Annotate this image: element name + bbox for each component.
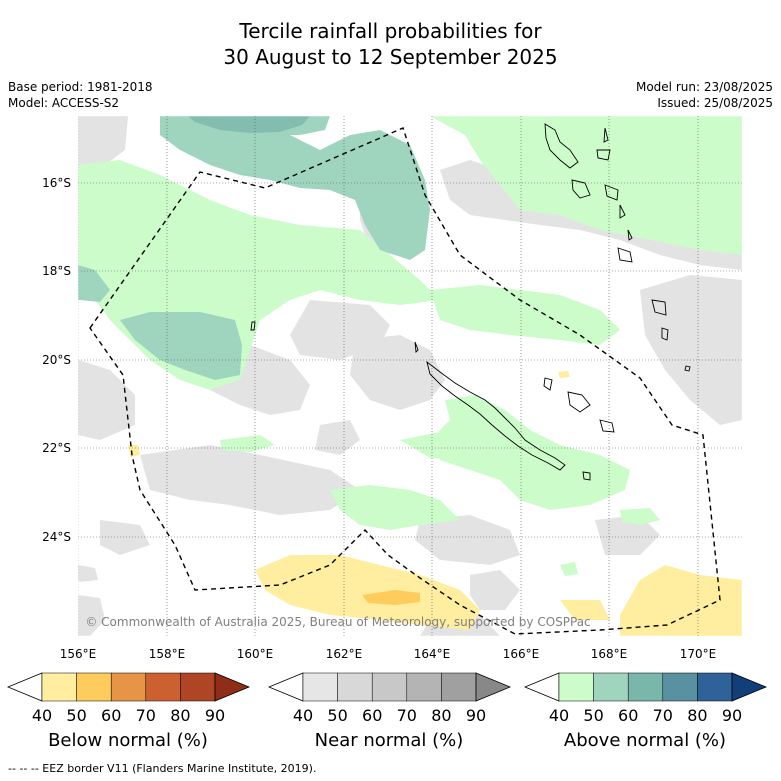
colorbar-tick-label: 60 [362, 706, 382, 725]
colorbar-segment [302, 672, 338, 702]
colorbar-segment [371, 672, 408, 702]
model-run: Model run: 23/08/2025 [635, 80, 773, 94]
map-title: Tercile rainfall probabilities for 30 Au… [0, 18, 781, 70]
colorbar-extend-low [267, 672, 304, 702]
issued-date: Issued: 25/08/2025 [657, 96, 773, 110]
map-frame [77, 115, 743, 637]
lon-label: 164°E [414, 647, 451, 661]
colorbar-tick-label: 70 [653, 706, 673, 725]
colorbar-segment [406, 672, 442, 702]
colorbar-segment [41, 672, 77, 702]
lon-labels: 156°E 158°E 160°E 162°E 164°E 166°E 168°… [60, 647, 717, 661]
colorbar-segment [337, 672, 373, 702]
colorbar-tick-label: 50 [66, 706, 86, 725]
colorbar-tick-label: 50 [327, 706, 347, 725]
colorbar-segment [558, 672, 594, 702]
colorbar-tick-label: 90 [205, 706, 225, 725]
colorbar-extend-high [214, 672, 251, 702]
lat-label: 22°S [42, 441, 71, 455]
colorbar-segment [441, 672, 477, 702]
colorbar-extend-low [6, 672, 43, 702]
lon-label: 160°E [237, 647, 274, 661]
above-normal-colorbar: 40 50 60 70 80 90 [523, 672, 768, 725]
lat-label: 24°S [42, 530, 71, 544]
colorbar-tick-label: 60 [101, 706, 121, 725]
colorbars: 40 50 60 70 80 90 40 50 60 70 80 90 40 50 60 70 80 90 [6, 672, 768, 725]
colorbar-tick-label: 90 [722, 706, 742, 725]
colorbar-segment [110, 672, 147, 702]
colorbar-segment [627, 672, 664, 702]
lon-label: 168°E [591, 647, 628, 661]
colorbar-tick-label: 40 [293, 706, 313, 725]
colorbar-tick-label: 80 [431, 706, 451, 725]
colorbar-tick-label: 40 [32, 706, 52, 725]
lat-label: 18°S [42, 264, 71, 278]
model-name: Model: ACCESS-S2 [8, 96, 120, 110]
near-normal-colorbar: 40 50 60 70 80 90 [267, 672, 512, 725]
eez-footnote: -- -- -- EEZ border V11 (Flanders Marine… [8, 762, 317, 775]
colorbar-segment [76, 672, 112, 702]
new-caledonia-coast [426, 360, 566, 471]
colorbar-tick-label: 40 [549, 706, 569, 725]
colorbar-segment [697, 672, 733, 702]
coastlines [250, 123, 691, 481]
colorbar-tick-label: 60 [618, 706, 638, 725]
colorbar-segment [662, 672, 698, 702]
info-right: Model run: 23/08/2025 Issued: 25/08/2025 [636, 79, 773, 111]
colorbar-extend-high [731, 672, 768, 702]
lat-labels: 16°S 18°S 20°S 22°S 24°S [42, 176, 71, 544]
near-normal-label: Near normal (%) [314, 730, 464, 751]
colorbar-extend-high [475, 672, 512, 702]
above-normal-70-region [188, 116, 310, 133]
eez-border [89, 127, 721, 635]
colorbar-tick-label: 50 [583, 706, 603, 725]
colorbar-tick-label: 80 [170, 706, 190, 725]
vanuatu-coast [544, 123, 579, 169]
colorbar-tick-label: 90 [466, 706, 486, 725]
colorbar-segment [145, 672, 181, 702]
colorbar-segment [180, 672, 216, 702]
colorbar-tick-label: 70 [397, 706, 417, 725]
copyright-text: © Commonwealth of Australia 2025, Bureau… [85, 615, 590, 629]
base-period: Base period: 1981-2018 [8, 80, 153, 94]
lat-label: 16°S [42, 176, 71, 190]
above-normal-label: Above normal (%) [563, 730, 727, 751]
lat-label: 20°S [42, 353, 71, 367]
lon-label: 166°E [503, 647, 540, 661]
lon-label: 158°E [149, 647, 186, 661]
title-line-1: Tercile rainfall probabilities for [239, 19, 542, 43]
colorbar-tick-label: 70 [136, 706, 156, 725]
lon-label: 156°E [60, 647, 97, 661]
map-area: © Commonwealth of Australia 2025, Bureau… [78, 116, 742, 636]
title-line-2: 30 August to 12 September 2025 [223, 45, 558, 69]
below-normal-label: Below normal (%) [48, 730, 208, 751]
info-left: Base period: 1981-2018 Model: ACCESS-S2 [8, 79, 153, 111]
lon-label: 162°E [326, 647, 363, 661]
loyalty-islands-coast [543, 377, 553, 391]
colorbar-segment [593, 672, 629, 702]
colorbar-tick-label: 80 [687, 706, 707, 725]
below-normal-colorbar: 40 50 60 70 80 90 [6, 672, 251, 725]
below-normal-50-regions [128, 371, 742, 636]
colorbar-extend-low [523, 672, 560, 702]
below-normal-60-region [362, 590, 420, 605]
lon-label: 170°E [680, 647, 717, 661]
